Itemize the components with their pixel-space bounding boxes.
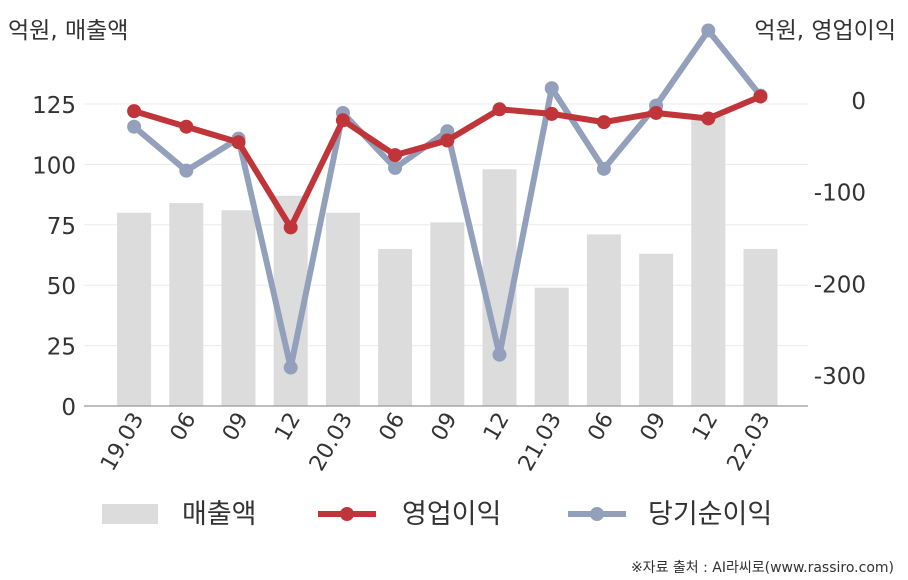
profit-lines [127,23,768,375]
right-tick-label: 0 [851,89,866,115]
operating-profit-point [649,105,664,120]
right-tick-label: -100 [814,181,866,207]
x-tick-label: 09 [636,409,672,446]
x-tick-label: 12 [688,409,724,446]
left-tick-label: 0 [61,395,76,421]
right-tick-label: -300 [814,364,866,390]
net-income-point [544,81,559,96]
operating-profit-point [753,89,768,104]
operating-profit-point [544,106,559,121]
left-tick-label: 125 [32,93,76,119]
right-axis-title: 억원, 영업이익 [754,18,896,44]
net-income-point [388,160,403,175]
operating-profit-point [388,148,403,163]
x-tick-label: 12 [270,409,306,446]
net-income-point [701,23,716,38]
operating-profit-point [701,111,716,126]
left-axis-ticks: 0 25 50 75 100 125 [32,93,76,421]
legend-label-net-income: 당기순이익 [648,499,772,530]
revenue-bar [169,203,204,406]
revenue-bar [430,222,465,406]
operating-profit-point [492,102,507,117]
right-tick-label: -200 [814,272,866,298]
operating-profit-point [440,133,455,148]
legend: 매출액 영업이익 당기순이익 [102,499,772,530]
revenue-bar [221,210,256,406]
legend-label-revenue: 매출액 [182,499,257,530]
revenue-bar [534,287,569,406]
left-tick-label: 100 [32,153,76,179]
left-axis-title: 억원, 매출액 [8,18,128,44]
revenue-bar [743,248,778,406]
revenue-bar [378,248,413,406]
x-tick-label: 06 [375,409,411,446]
legend-marker-operating-profit [340,507,354,521]
operating-profit-point [596,115,611,130]
x-axis-labels: 19.03 06 09 12 20.03 06 09 12 21.03 06 09 12 22.03 [96,409,776,476]
revenue-bar [117,212,152,406]
revenue-bar [639,253,674,406]
legend-label-operating-profit: 영업이익 [402,499,501,530]
operating-profit-line [131,93,764,231]
net-income-point [127,119,142,134]
x-tick-label: 06 [166,409,202,446]
left-tick-label: 50 [47,274,76,300]
x-tick-label: 06 [583,409,619,446]
operating-profit-point [127,104,142,119]
x-tick-label: 09 [427,409,463,446]
operating-profit-point [231,135,246,150]
revenue-bar [325,212,360,406]
x-tick-label: 20.03 [305,409,358,476]
x-tick-label: 12 [479,409,515,446]
x-tick-label: 21.03 [514,409,567,476]
left-tick-label: 25 [47,335,76,361]
operating-profit-point [283,220,298,235]
operating-profit-point [179,119,194,134]
x-tick-label: 19.03 [96,409,149,476]
net-income-point [596,161,611,176]
x-tick-label: 09 [218,409,254,446]
revenue-bar [691,116,726,406]
revenue-bar [586,234,621,406]
revenue-bars [117,116,778,406]
source-note: ※자료 출처 : AI라씨로(www.rassiro.com) [631,560,894,576]
operating-profit-point [335,113,350,128]
left-tick-label: 75 [47,214,76,240]
x-tick-label: 22.03 [723,409,776,476]
net-income-point [283,360,298,375]
net-income-point [492,347,507,362]
legend-swatch-revenue [102,504,158,524]
legend-marker-net-income [590,507,604,521]
net-income-point [179,163,194,178]
right-axis-ticks: 0 -100 -200 -300 [814,89,866,390]
